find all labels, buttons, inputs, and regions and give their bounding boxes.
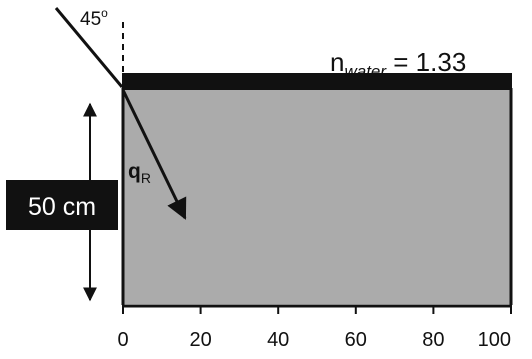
incident-ray: [54, 7, 124, 88]
depth-label: 50 cm: [28, 193, 96, 221]
axis-tick-label: 40: [267, 329, 289, 351]
axis-tick-label: 20: [189, 329, 211, 351]
horizontal-axis: 0 20 40 60 80 100: [117, 304, 512, 351]
axis-tick-label: 100: [478, 329, 511, 351]
water-index-label: nwater = 1.33: [330, 47, 466, 81]
water-surface-bar: [122, 73, 512, 90]
axis-tick-label: 60: [345, 329, 367, 351]
refraction-angle-label: qR: [128, 160, 151, 186]
axis-tick-label: 80: [422, 329, 444, 351]
refracted-ray: [121, 89, 187, 220]
depth-label-box: [6, 180, 118, 230]
axis-tick-label: 0: [117, 329, 128, 351]
incidence-angle-label: 45o: [80, 6, 108, 30]
water-tank: [123, 90, 511, 304]
